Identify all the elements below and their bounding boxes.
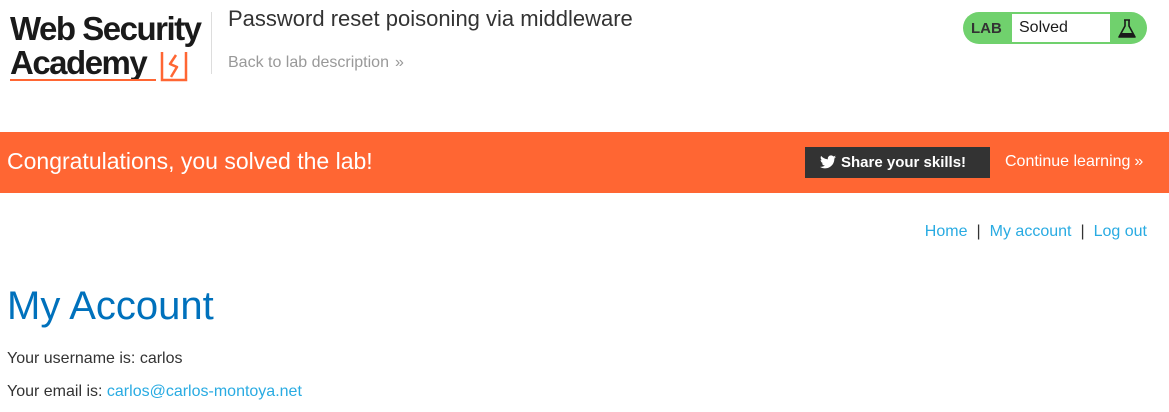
double-chevron-right-icon: » [1134, 153, 1144, 170]
username-line: Your username is: carlos [7, 350, 183, 368]
academy-bolt-logo-mark-icon [160, 52, 188, 82]
nav-my-account-link[interactable]: My account [989, 223, 1072, 240]
back-link-label: Back to lab description [228, 54, 389, 71]
flask-icon [1118, 19, 1136, 38]
congratulations-banner: Congratulations, you solved the lab! Sha… [0, 132, 1169, 193]
nav-separator: | [976, 223, 981, 240]
share-button-label: Share your skills! [841, 154, 967, 171]
page-title: My Account [7, 284, 214, 328]
lab-title: Password reset poisoning via middleware [228, 6, 633, 31]
logo-line2: Academy [10, 44, 148, 81]
continue-learning-label: Continue learning [1005, 153, 1131, 170]
email-line: Your email is: carlos@carlos-montoya.net [7, 383, 302, 401]
banner-message: Congratulations, you solved the lab! [7, 148, 373, 174]
twitter-icon [820, 155, 836, 169]
lab-status-badge: LAB [971, 20, 1002, 37]
username-value: carlos [139, 350, 183, 367]
nav-separator: | [1080, 223, 1085, 240]
nav-home-link[interactable]: Home [924, 223, 968, 240]
account-nav: Home | My account | Log out [925, 223, 1147, 241]
nav-log-out-link[interactable]: Log out [1093, 223, 1147, 240]
lab-status-value: Solved [1012, 14, 1110, 42]
web-security-academy-logo[interactable]: Web Security Academy [10, 8, 210, 84]
logo-line1: Web Security [10, 10, 202, 47]
username-prefix: Your username is: [7, 350, 140, 367]
double-chevron-right-icon: » [394, 54, 404, 71]
email-prefix: Your email is: [7, 383, 107, 400]
header-divider [211, 12, 212, 74]
lab-status-widget: LAB Solved [963, 12, 1147, 44]
logo-underline [10, 79, 156, 81]
back-to-lab-description-link[interactable]: Back to lab description » [228, 54, 404, 72]
lab-header: Web Security Academy Password reset pois… [0, 0, 1169, 132]
continue-learning-link[interactable]: Continue learning» [1005, 153, 1143, 171]
email-link[interactable]: carlos@carlos-montoya.net [106, 383, 302, 400]
share-your-skills-button[interactable]: Share your skills! [805, 147, 990, 178]
